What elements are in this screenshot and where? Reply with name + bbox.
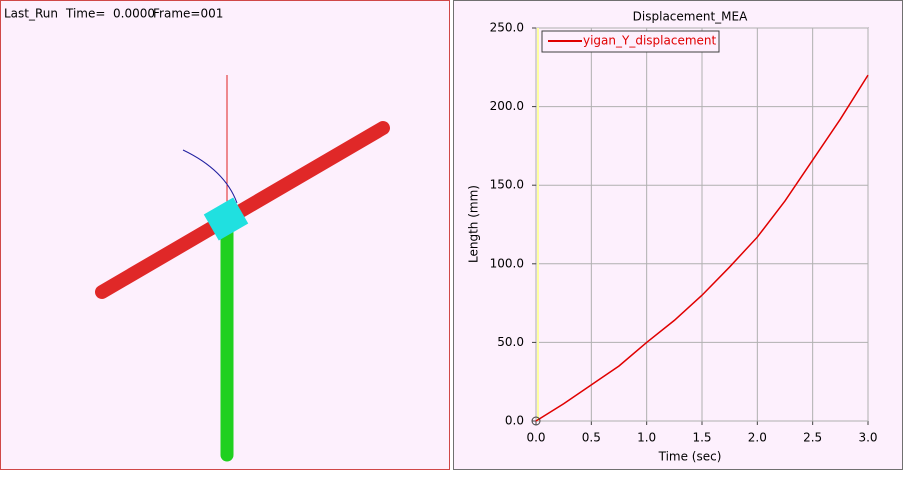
- y-tick-label: 200.0: [490, 99, 524, 113]
- origin-marker: [531, 416, 541, 426]
- legend-box: [541, 30, 720, 53]
- red-link: [95, 121, 390, 299]
- y-tick-label: 50.0: [497, 335, 524, 349]
- x-tick-label: 1.5: [692, 431, 711, 445]
- slider-block: [203, 197, 249, 241]
- x-tick-label: 0.5: [582, 431, 601, 445]
- plot: 0.0 0.5 1.0 1.5 2.0 2.5 3.0 0.0 50.0 100.0 150.0 20…: [490, 21, 878, 445]
- trace-arc: [182, 149, 238, 204]
- x-tick-label: 2.5: [803, 431, 822, 445]
- time-label: Time= 0.0000: [65, 7, 155, 21]
- x-axis-label: Time (sec): [658, 450, 722, 464]
- x-tick-label: 0.0: [526, 431, 545, 445]
- run-name: Last_Run: [4, 7, 58, 21]
- data-line: [535, 74, 869, 422]
- x-tick-label: 1.0: [637, 431, 656, 445]
- y-tick-label: 250.0: [490, 21, 524, 35]
- frame-label: Frame=001: [153, 7, 223, 21]
- y-tick-label: 0.0: [505, 414, 524, 428]
- y-tick-label: 100.0: [490, 256, 524, 270]
- x-tick-label: 2.0: [748, 431, 767, 445]
- x-tick-label: 3.0: [858, 431, 877, 445]
- chart-title: Displacement_MEA: [633, 10, 748, 24]
- y-axis-label: Length (mm): [467, 185, 481, 263]
- legend-label: yigan_Y_displacement: [583, 34, 717, 48]
- y-tick-label: 150.0: [490, 178, 524, 192]
